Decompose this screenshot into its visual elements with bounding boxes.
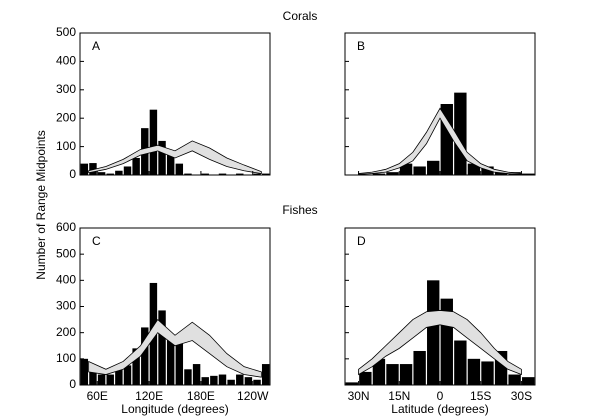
y-tick-label: 400 [56, 273, 76, 287]
x-tick-label: 30N [348, 389, 370, 403]
x-axis-label: Longitude (degrees) [121, 402, 228, 416]
x-tick-label: 180E [187, 389, 215, 403]
y-tick-label: 100 [56, 139, 76, 153]
bar [494, 172, 508, 175]
bar [106, 374, 114, 385]
bar [89, 366, 97, 385]
bar [201, 173, 209, 175]
bar [132, 348, 140, 385]
y-tick-label: 600 [56, 220, 76, 234]
bar [236, 374, 244, 385]
bar [227, 379, 235, 385]
bar [166, 335, 175, 385]
bar [413, 350, 426, 385]
bar [522, 173, 535, 175]
row-title: Fishes [282, 203, 317, 217]
bar [123, 365, 132, 385]
bar [184, 173, 192, 175]
y-tick-label: 500 [56, 246, 76, 260]
bar [261, 173, 270, 175]
bar [158, 140, 166, 175]
bar [115, 170, 123, 175]
y-tick-label: 100 [56, 351, 76, 365]
bar [454, 340, 467, 385]
bar [399, 364, 413, 385]
panel-label: C [92, 234, 101, 248]
x-tick-label: 15N [388, 389, 410, 403]
bar [123, 166, 132, 175]
bar [386, 364, 399, 385]
y-tick-label: 200 [56, 325, 76, 339]
x-tick-label: 0 [437, 389, 444, 403]
bar [80, 163, 89, 175]
bar [218, 374, 227, 385]
bar [359, 371, 372, 385]
bar [244, 377, 253, 385]
bar [141, 327, 149, 385]
bar [80, 358, 89, 385]
panel-label: A [92, 39, 100, 53]
y-tick-label: 400 [56, 54, 76, 68]
range-band [88, 140, 262, 175]
bar [467, 163, 481, 175]
y-tick-label: 300 [56, 299, 76, 313]
bar [481, 166, 494, 175]
y-tick-label: 0 [69, 167, 76, 181]
bar [132, 157, 140, 175]
axes-frame [79, 227, 271, 386]
bar [386, 172, 399, 175]
x-tick-label: 30S [511, 389, 532, 403]
y-axis-label: Number of Range Midpoints [34, 130, 48, 279]
bar [522, 377, 535, 385]
panel-label: B [357, 39, 365, 53]
x-tick-label: 15S [470, 389, 491, 403]
bar [253, 379, 261, 385]
bar [218, 173, 227, 175]
bar [427, 280, 440, 385]
bar [481, 361, 494, 385]
bar [97, 374, 106, 385]
y-tick-label: 500 [56, 25, 76, 39]
bar [158, 310, 166, 385]
bar [175, 343, 184, 385]
bar [106, 173, 114, 175]
bar [166, 153, 175, 175]
bar [467, 358, 481, 385]
bar [413, 166, 426, 175]
range-band [358, 107, 522, 175]
bar [97, 172, 106, 175]
range-band [358, 310, 522, 376]
range-band [88, 318, 262, 378]
x-axis-label: Latitude (degrees) [391, 402, 488, 416]
bar [89, 163, 97, 175]
bar [184, 369, 192, 385]
x-tick-label: 60E [87, 389, 108, 403]
bar [149, 109, 158, 175]
bar [253, 173, 261, 175]
bar [399, 163, 413, 175]
y-tick-label: 300 [56, 82, 76, 96]
row-title: Corals [283, 9, 318, 23]
bar [427, 160, 440, 175]
y-tick-label: 0 [69, 377, 76, 391]
bar [372, 173, 386, 175]
x-tick-label: 120W [237, 389, 269, 403]
y-tick-label: 200 [56, 110, 76, 124]
x-tick-label: 120E [135, 389, 163, 403]
panel-label: D [357, 234, 366, 248]
bar [201, 377, 209, 385]
bar [192, 364, 201, 385]
bar [210, 375, 218, 385]
bar [345, 382, 358, 385]
bar [115, 369, 123, 385]
bar [261, 364, 270, 385]
bar [508, 374, 521, 385]
bar [372, 358, 386, 385]
axes-frame [79, 32, 271, 176]
bar [236, 173, 244, 175]
bar [175, 163, 184, 175]
axes-frame [344, 32, 536, 176]
